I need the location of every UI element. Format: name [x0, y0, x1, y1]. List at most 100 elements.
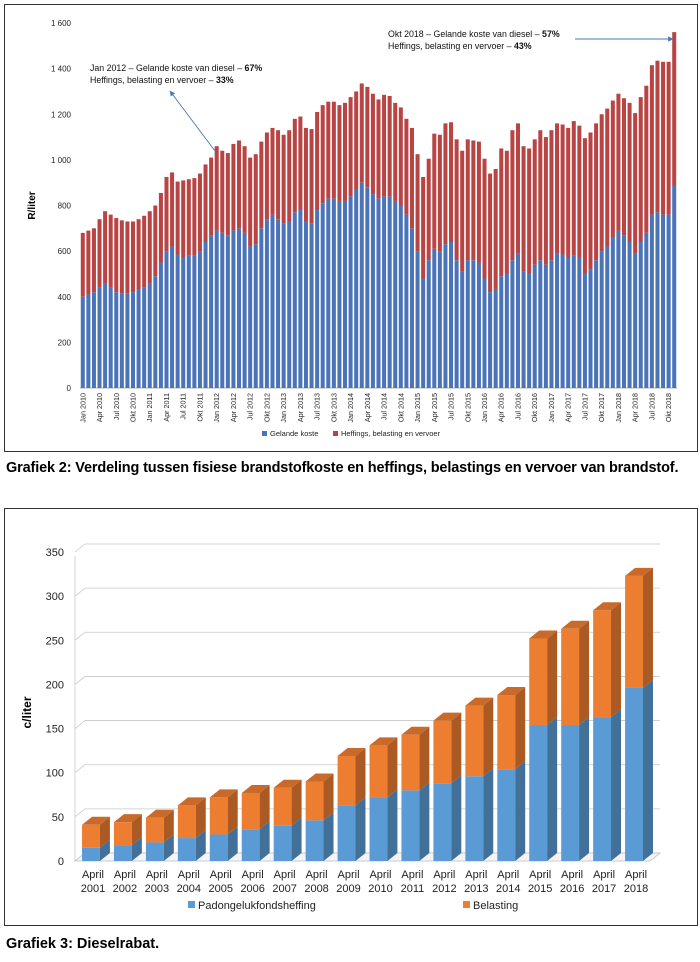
bar-belasting-front: [369, 745, 388, 798]
bar-belasting-front: [337, 755, 356, 806]
x-tick-label-year: 2006: [240, 883, 264, 895]
bar-top: [145, 809, 174, 818]
bar-gelande-koste: [432, 248, 437, 388]
gridline-depth: [74, 764, 86, 774]
bar-heffings: [86, 230, 91, 295]
bar-heffings: [426, 158, 431, 261]
bar-padongelukfonds-front: [369, 797, 388, 861]
bar-gelande-koste: [292, 212, 297, 388]
bar-gelande-koste: [449, 242, 454, 388]
bar-heffings: [97, 219, 102, 288]
bar-belasting-front: [273, 787, 292, 826]
y-tick-label: 200: [58, 338, 72, 347]
bar-gelande-koste: [521, 271, 526, 388]
bar-belasting-front: [625, 575, 643, 688]
x-tick-label-month: April: [210, 869, 232, 881]
bar-heffings: [488, 173, 493, 293]
bar-heffings: [594, 123, 599, 261]
y-tick-label: 200: [46, 679, 64, 691]
annotation-jan-2012-line1: Jan 2012 – Gelande koste van diesel – 67…: [90, 63, 262, 73]
bar-heffings: [186, 179, 191, 256]
bar-top: [82, 816, 110, 825]
bar-heffings: [499, 148, 504, 277]
x-tick-label-year: 2014: [496, 883, 520, 895]
bar-heffings: [103, 211, 108, 284]
bar-gelande-koste: [610, 237, 615, 388]
y-tick-label: 300: [46, 591, 64, 603]
x-tick-label-month: April: [401, 869, 423, 881]
y-tick-label: 150: [46, 724, 64, 736]
bar-gelande-koste: [359, 182, 364, 388]
bar-padongelukfonds-front: [625, 687, 643, 861]
bar-gelande-koste: [281, 223, 286, 388]
bar-padongelukfonds-side: [547, 717, 558, 861]
bar-heffings: [404, 118, 409, 215]
x-tick-label: Okt 2015: [463, 393, 472, 422]
bar-gelande-koste: [326, 198, 331, 388]
bar-gelande-koste: [309, 223, 314, 388]
gridline-depth: [74, 587, 86, 597]
bar-heffings: [437, 134, 442, 252]
bar-heffings: [203, 164, 208, 242]
bar-belasting-side: [483, 697, 494, 777]
bar-heffings: [153, 205, 158, 277]
bar-padongelukfonds-side: [515, 761, 526, 861]
bar-gelande-koste: [237, 228, 242, 388]
bar-gelande-koste: [354, 189, 359, 388]
x-tick-label-year: 2012: [432, 883, 456, 895]
bar-gelande-koste: [242, 232, 247, 388]
bar-heffings: [555, 123, 560, 254]
bar-heffings: [281, 134, 286, 224]
x-tick-label: Jan 2014: [346, 393, 355, 423]
bar-belasting-side: [291, 779, 302, 826]
bar-gelande-koste: [108, 287, 113, 388]
bar-gelande-koste: [259, 228, 264, 388]
bar-padongelukfonds-side: [163, 834, 174, 861]
bar-top: [337, 747, 366, 756]
bar-gelande-koste: [582, 273, 587, 388]
gridline-depth: [74, 720, 86, 729]
x-tick-label: Apr 2014: [363, 393, 372, 422]
bar-gelande-koste: [409, 228, 414, 388]
x-tick-label-year: 2005: [209, 883, 233, 895]
bar-heffings: [443, 123, 448, 245]
x-tick-label: Jul 2017: [580, 393, 589, 420]
bar-top: [113, 814, 142, 823]
bar-belasting-front: [593, 610, 612, 718]
x-tick-label-month: April: [274, 869, 296, 881]
x-tick-label-year: 2007: [272, 883, 296, 895]
bar-heffings: [661, 61, 666, 215]
bar-heffings: [599, 114, 604, 252]
bar-gelande-koste: [303, 221, 308, 388]
bar-gelande-koste: [482, 278, 487, 388]
bar-gelande-koste: [181, 257, 186, 388]
bar-gelande-koste: [270, 214, 275, 388]
bar-heffings: [493, 169, 498, 290]
bar-gelande-koste: [666, 214, 671, 388]
bar-heffings: [482, 158, 487, 279]
bar-heffings: [449, 122, 454, 242]
gridline-depth: [74, 631, 86, 641]
y-tick-label: 350: [46, 547, 64, 559]
bar-belasting-front: [401, 734, 420, 791]
bar-belasting-side: [611, 602, 622, 718]
x-tick-label: Jul 2011: [179, 393, 188, 420]
bar-padongelukfonds-side: [131, 837, 142, 861]
x-tick-label-month: April: [146, 869, 168, 881]
bar-belasting-side: [131, 814, 142, 846]
legend-label-gelande: Gelande koste: [270, 429, 318, 438]
bar-gelande-koste: [320, 203, 325, 388]
bar-gelande-koste: [488, 292, 493, 388]
bar-heffings: [521, 146, 526, 272]
bar-gelande-koste: [382, 196, 387, 388]
x-tick-label: Apr 2015: [430, 393, 439, 422]
bar-top: [177, 797, 206, 806]
bar-gelande-koste: [471, 260, 476, 388]
bar-gelande-koste: [532, 264, 537, 388]
bar-heffings: [214, 146, 219, 231]
x-tick-label-month: April: [625, 869, 647, 881]
bar-belasting-side: [227, 789, 238, 835]
bar-gelande-koste: [460, 271, 465, 388]
bar-heffings: [175, 181, 180, 255]
bar-heffings: [276, 130, 281, 220]
